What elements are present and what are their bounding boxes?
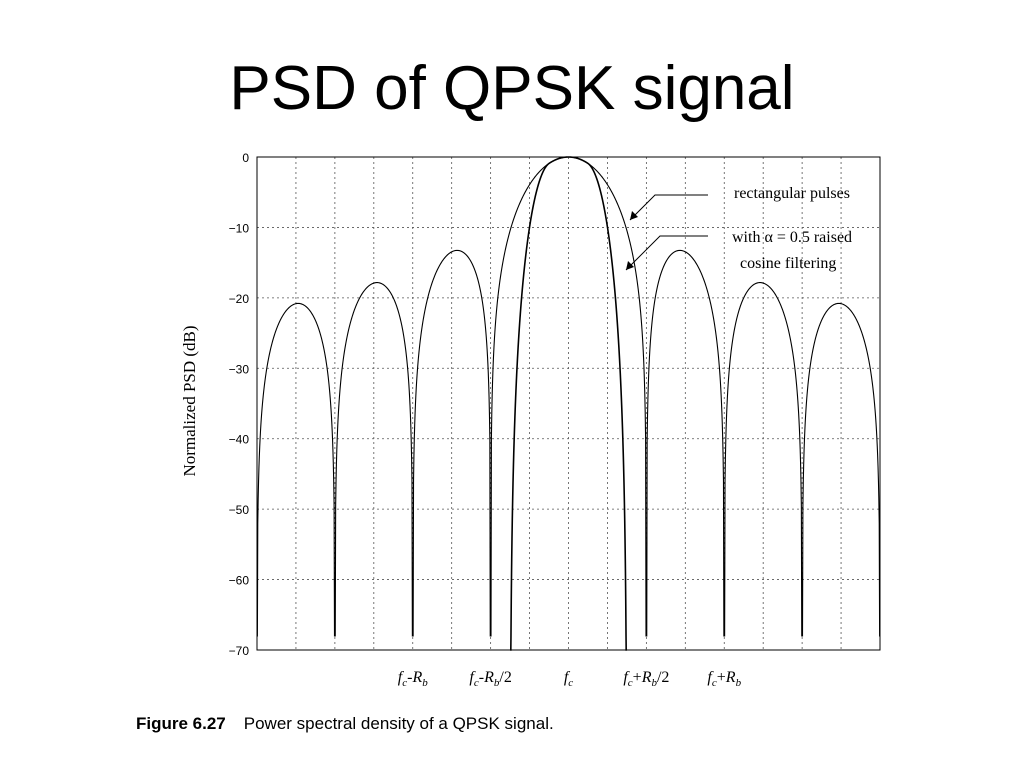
- annotation-raised-cosine-line2: cosine filtering: [740, 255, 836, 272]
- series-layer: [256, 156, 881, 651]
- x-tick-label: fc-Rb: [398, 669, 428, 689]
- slide-title: PSD of QPSK signal: [229, 54, 795, 123]
- y-tick-label: −70: [229, 644, 250, 658]
- y-tick-label: 0: [242, 151, 249, 165]
- y-tick-label: −20: [229, 292, 250, 306]
- x-tick-label: fc: [564, 669, 573, 689]
- series-raised-cosine: [510, 156, 627, 651]
- leader-line-raised-cosine: [625, 235, 708, 271]
- y-tick-label: −50: [229, 503, 250, 517]
- tick-labels: 0 −10 −20 −30 −40 −50 −60 −70 fc-Rb fc-Rb/2 fc fc+R…: [229, 151, 742, 689]
- y-axis-label: Normalized PSD (dB): [180, 325, 199, 476]
- x-tick-label: fc+Rb: [707, 669, 741, 689]
- annotation-raised-cosine-line1: with α = 0.5 raised: [732, 229, 852, 246]
- leader-arrow-rectangular: [630, 211, 638, 220]
- y-tick-label: −40: [229, 433, 250, 447]
- leader-arrow-raised-cosine: [626, 261, 634, 270]
- leader-line-rectangular: [629, 194, 708, 221]
- figure-caption-text: Power spectral density of a QPSK signal.: [243, 714, 554, 733]
- y-tick-label: −30: [229, 362, 250, 376]
- grid-lines: [257, 157, 880, 650]
- y-tick-label: −60: [229, 574, 250, 588]
- x-tick-label: fc+Rb/2: [623, 669, 669, 689]
- x-tick-label: fc-Rb/2: [469, 669, 511, 689]
- annotations: rectangular pulses with α = 0.5 raised cos…: [625, 185, 852, 272]
- figure-caption: Figure 6.27 Power spectral density of a Q…: [136, 714, 554, 734]
- figure-label: Figure 6.27: [136, 714, 226, 733]
- y-tick-label: −10: [229, 221, 250, 235]
- annotation-rectangular: rectangular pulses: [734, 185, 850, 202]
